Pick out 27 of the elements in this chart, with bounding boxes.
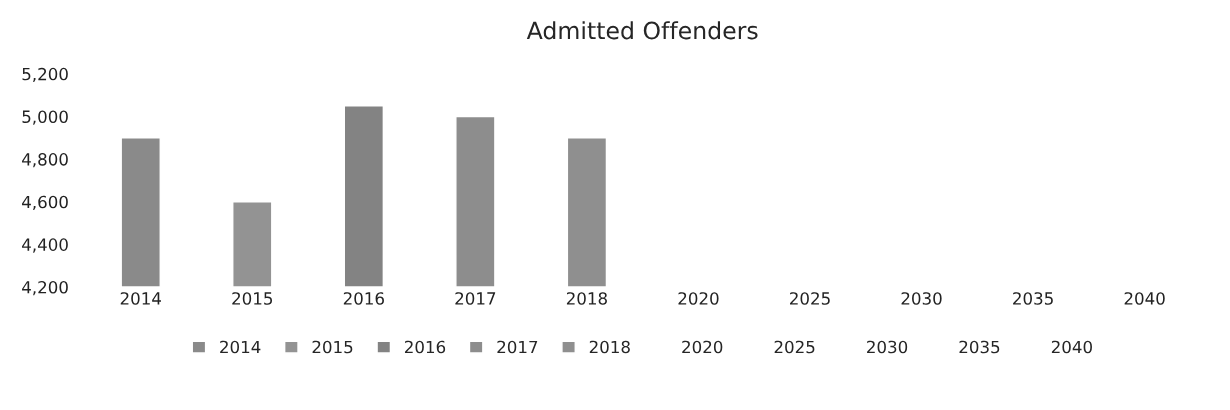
legend-label: 2016 — [404, 340, 446, 354]
y-tick-label: 4,200 — [22, 280, 68, 296]
x-tick-label: 2015 — [232, 292, 273, 305]
legend-label: 2018 — [589, 340, 630, 354]
y-tick-label: 4,800 — [22, 153, 68, 168]
text: 2025 — [774, 340, 815, 354]
text: 2035 — [959, 340, 1000, 354]
text: 2040 — [1051, 340, 1092, 354]
x-tick-label: 2030 — [901, 292, 942, 305]
text: 2020 — [682, 340, 723, 354]
x-tick-label: 2014 — [120, 292, 161, 305]
chart-title: Admitted Offenders — [526, 21, 758, 40]
legend-label: 2014 — [220, 340, 261, 354]
x-tick-label: 2016 — [343, 292, 384, 305]
x-tick-label: 2040 — [1124, 292, 1165, 305]
text: 2030 — [867, 340, 908, 354]
legend-label: 2017 — [497, 340, 538, 354]
y-tick-label: 4,600 — [22, 195, 68, 210]
y-tick-label: 4,400 — [22, 238, 68, 253]
legend-label: 2015 — [312, 340, 353, 354]
x-tick-label: 2035 — [1013, 292, 1053, 305]
y-tick-label: 5,200 — [22, 67, 68, 83]
x-tick-label: 2025 — [790, 292, 830, 305]
y-tick-label: 5,000 — [22, 110, 68, 125]
x-tick-label: 2020 — [678, 292, 719, 305]
x-tick-label: 2017 — [455, 292, 496, 305]
x-tick-label: 2018 — [566, 292, 607, 305]
